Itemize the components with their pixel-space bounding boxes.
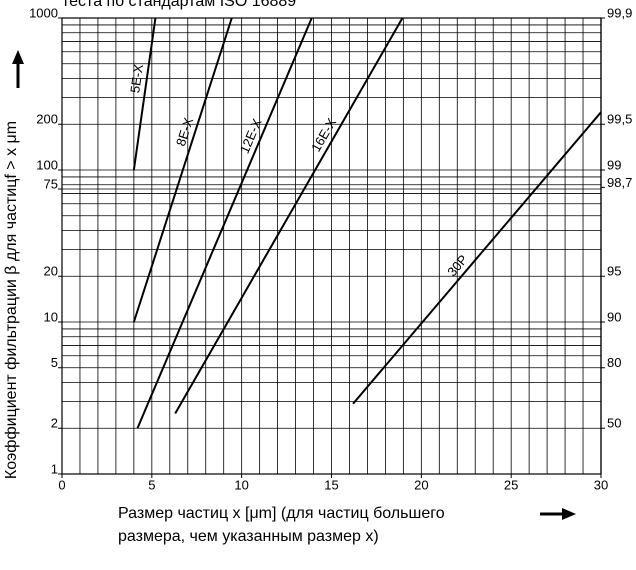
x-tick-label: 20 [414, 477, 428, 492]
chart-title: теста по стандартам ISO 16889 [62, 0, 296, 10]
x-tick-label: 15 [324, 477, 338, 492]
x-tick-label: 25 [504, 477, 518, 492]
x-tick-label: 10 [234, 477, 248, 492]
y-tick-label: 2 [51, 416, 58, 431]
series-label: 12E-X [237, 116, 265, 155]
y2-tick-label: 50 [607, 416, 621, 431]
series-line [352, 111, 602, 405]
series-label: 30P [444, 252, 470, 279]
x-axis-label: Размер частиц x [μm] (для частиц большег… [118, 505, 445, 522]
y2-tick-label: 99 [607, 157, 621, 172]
y2-tick-label: 98,7 [607, 175, 632, 190]
y-tick-label: 100 [36, 157, 58, 172]
series-label: 8E-X [173, 116, 196, 148]
y2-tick-label: 95 [607, 264, 621, 279]
y-axis-label: Коэффициент фильтрации β для частицf > x… [3, 121, 20, 479]
y-tick-label: 200 [36, 112, 58, 127]
x-tick-label: 0 [58, 477, 65, 492]
y2-tick-label: 90 [607, 309, 621, 324]
series-label: 5E-X [127, 63, 146, 94]
x-tick-label: 30 [594, 477, 608, 492]
series-line [132, 17, 157, 171]
series-line [136, 17, 313, 429]
y-tick-label: 10 [44, 309, 58, 324]
y-tick-label: 1 [51, 461, 58, 476]
series-line [174, 17, 404, 415]
y2-tick-label: 99,5 [607, 112, 632, 127]
up-arrow [12, 50, 24, 88]
y2-tick-label: 99,9 [607, 5, 632, 20]
series-line [132, 17, 233, 323]
y-tick-label: 75 [44, 176, 58, 191]
right-arrow [540, 508, 576, 520]
y-tick-label: 1000 [29, 5, 58, 20]
y2-tick-label: 80 [607, 355, 621, 370]
y-tick-label: 5 [51, 355, 58, 370]
x-tick-label: 5 [148, 477, 155, 492]
x-axis-label: размера, чем указанным размер x) [118, 528, 379, 545]
y-tick-label: 20 [44, 264, 58, 279]
